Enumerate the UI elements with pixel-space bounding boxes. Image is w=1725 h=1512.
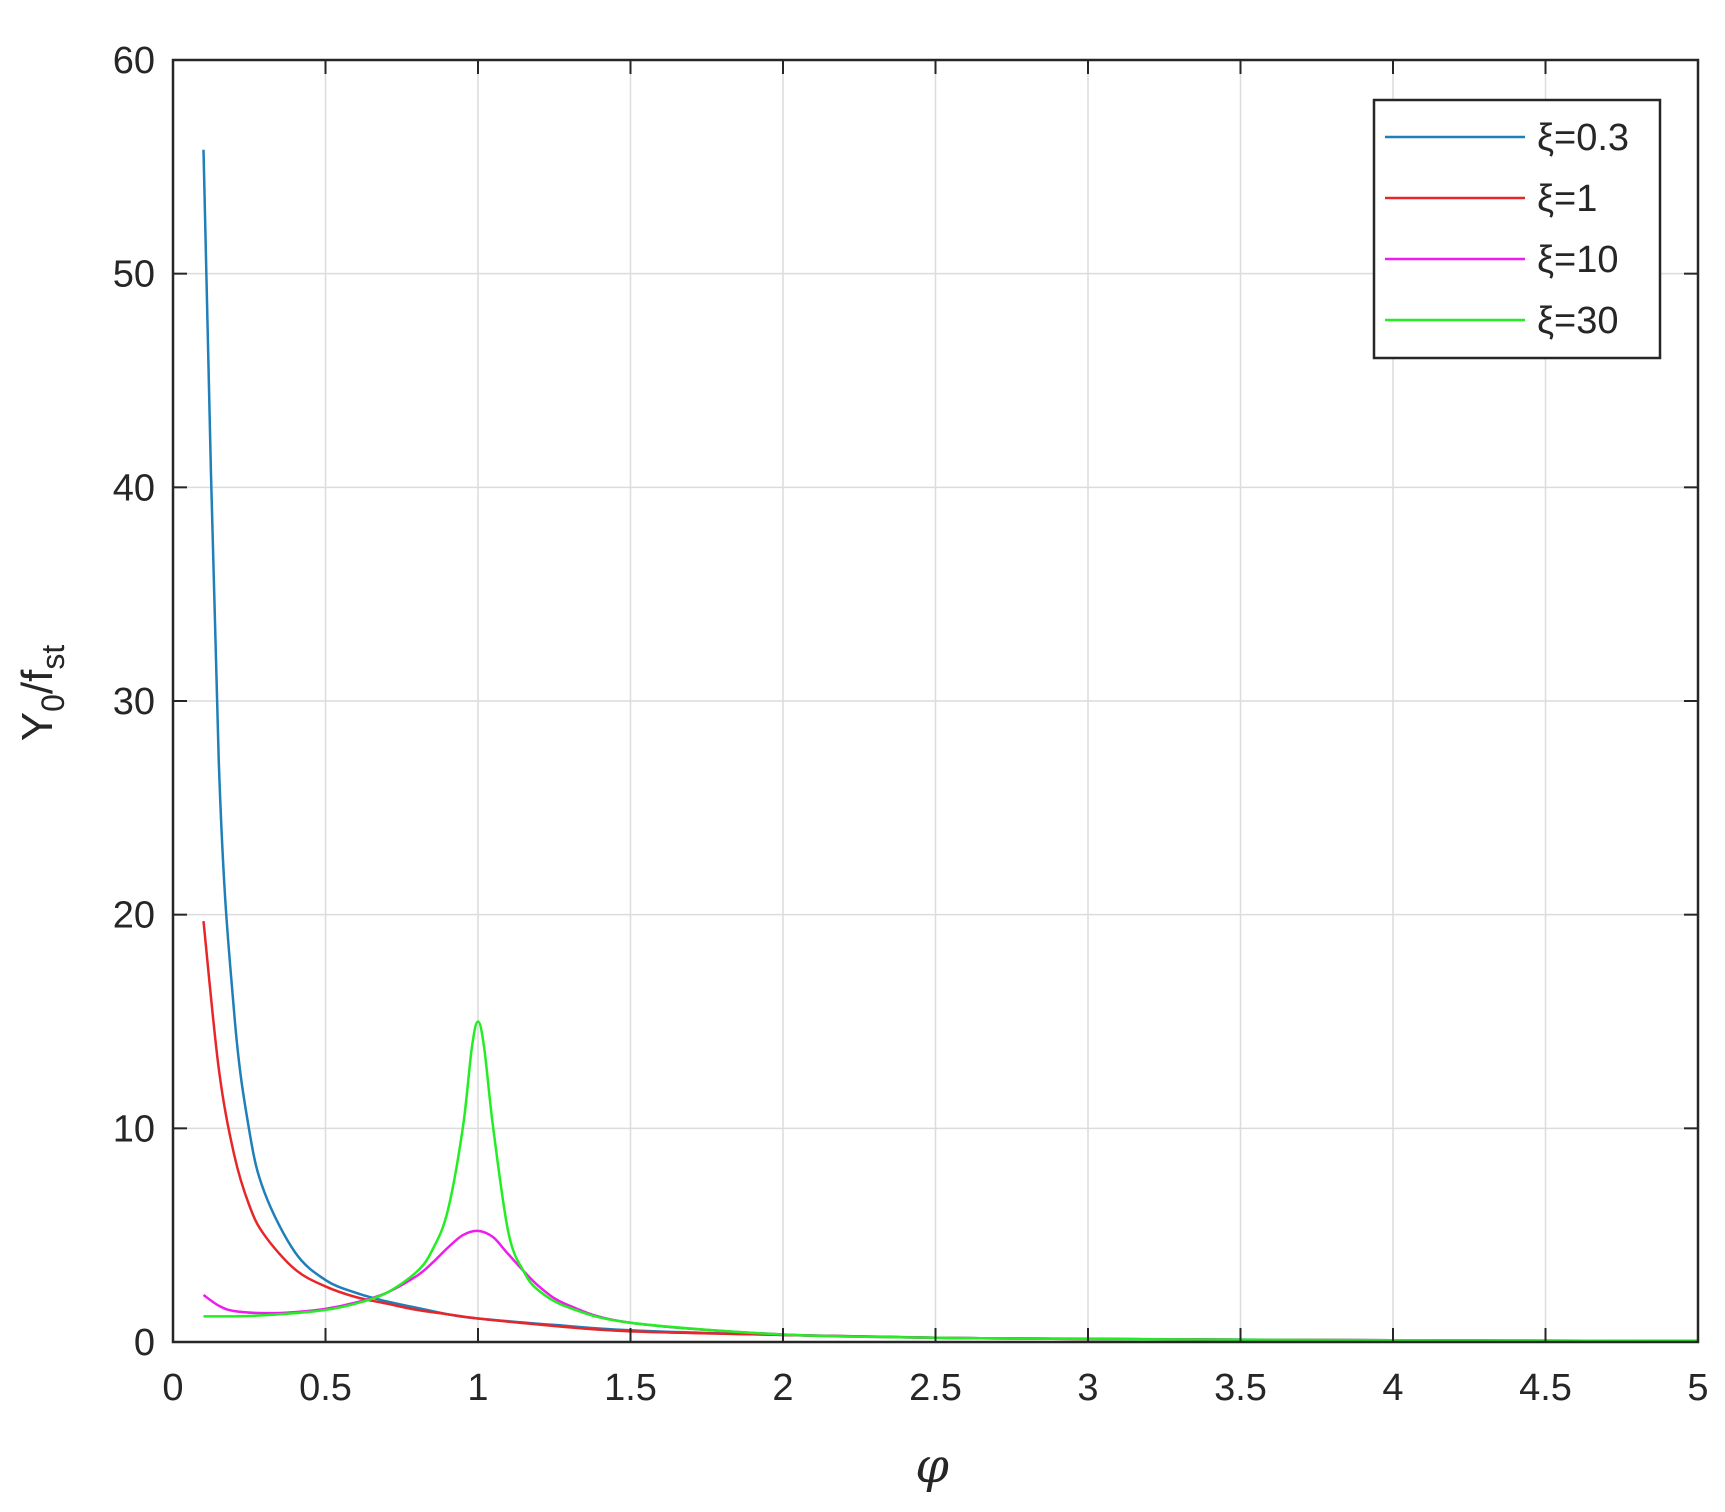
x-tick-label: 0	[162, 1367, 183, 1409]
x-tick-label: 3	[1077, 1367, 1098, 1409]
y-tick-label: 50	[113, 254, 155, 296]
y-tick-label: 40	[113, 467, 155, 509]
series-line-xi-30	[203, 1020, 1699, 1343]
x-tick-label: 1.5	[604, 1367, 657, 1409]
x-tick-label: 5	[1687, 1367, 1708, 1409]
ticks	[172, 59, 1699, 1343]
y-axis-label-mid: /f	[13, 669, 62, 694]
legend: ξ=0.3 ξ=1 ξ=10 ξ=30	[1372, 98, 1662, 360]
y-tick-label: 30	[113, 681, 155, 723]
y-tick-label: 20	[113, 895, 155, 937]
legend-label-xi-1: ξ=1	[1537, 178, 1597, 220]
y-tick-label: 60	[113, 40, 155, 82]
y-tick-label: 10	[113, 1108, 155, 1150]
y-axis-label-main: Y	[13, 712, 62, 741]
y-tick-label: 0	[134, 1322, 155, 1364]
x-tick-label: 2	[772, 1367, 793, 1409]
x-axis-label: φ	[915, 1438, 949, 1494]
legend-box	[1372, 98, 1662, 360]
x-tick-label: 4.5	[1519, 1367, 1572, 1409]
x-tick-label: 2.5	[909, 1367, 962, 1409]
legend-label-xi-0.3: ξ=0.3	[1537, 117, 1629, 159]
x-tick-label: 0.5	[299, 1367, 352, 1409]
y-axis-label: Y0/fst	[13, 645, 71, 742]
x-tick-label: 4	[1382, 1367, 1403, 1409]
legend-label-xi-30: ξ=30	[1537, 300, 1618, 342]
y-axis-label-sub0: 0	[35, 694, 71, 712]
x-tick-label: 1	[467, 1367, 488, 1409]
x-tick-label: 3.5	[1214, 1367, 1267, 1409]
y-axis-label-sub-st: st	[35, 645, 71, 670]
series-group	[202, 149, 1699, 1343]
legend-label-xi-10: ξ=10	[1537, 239, 1618, 281]
